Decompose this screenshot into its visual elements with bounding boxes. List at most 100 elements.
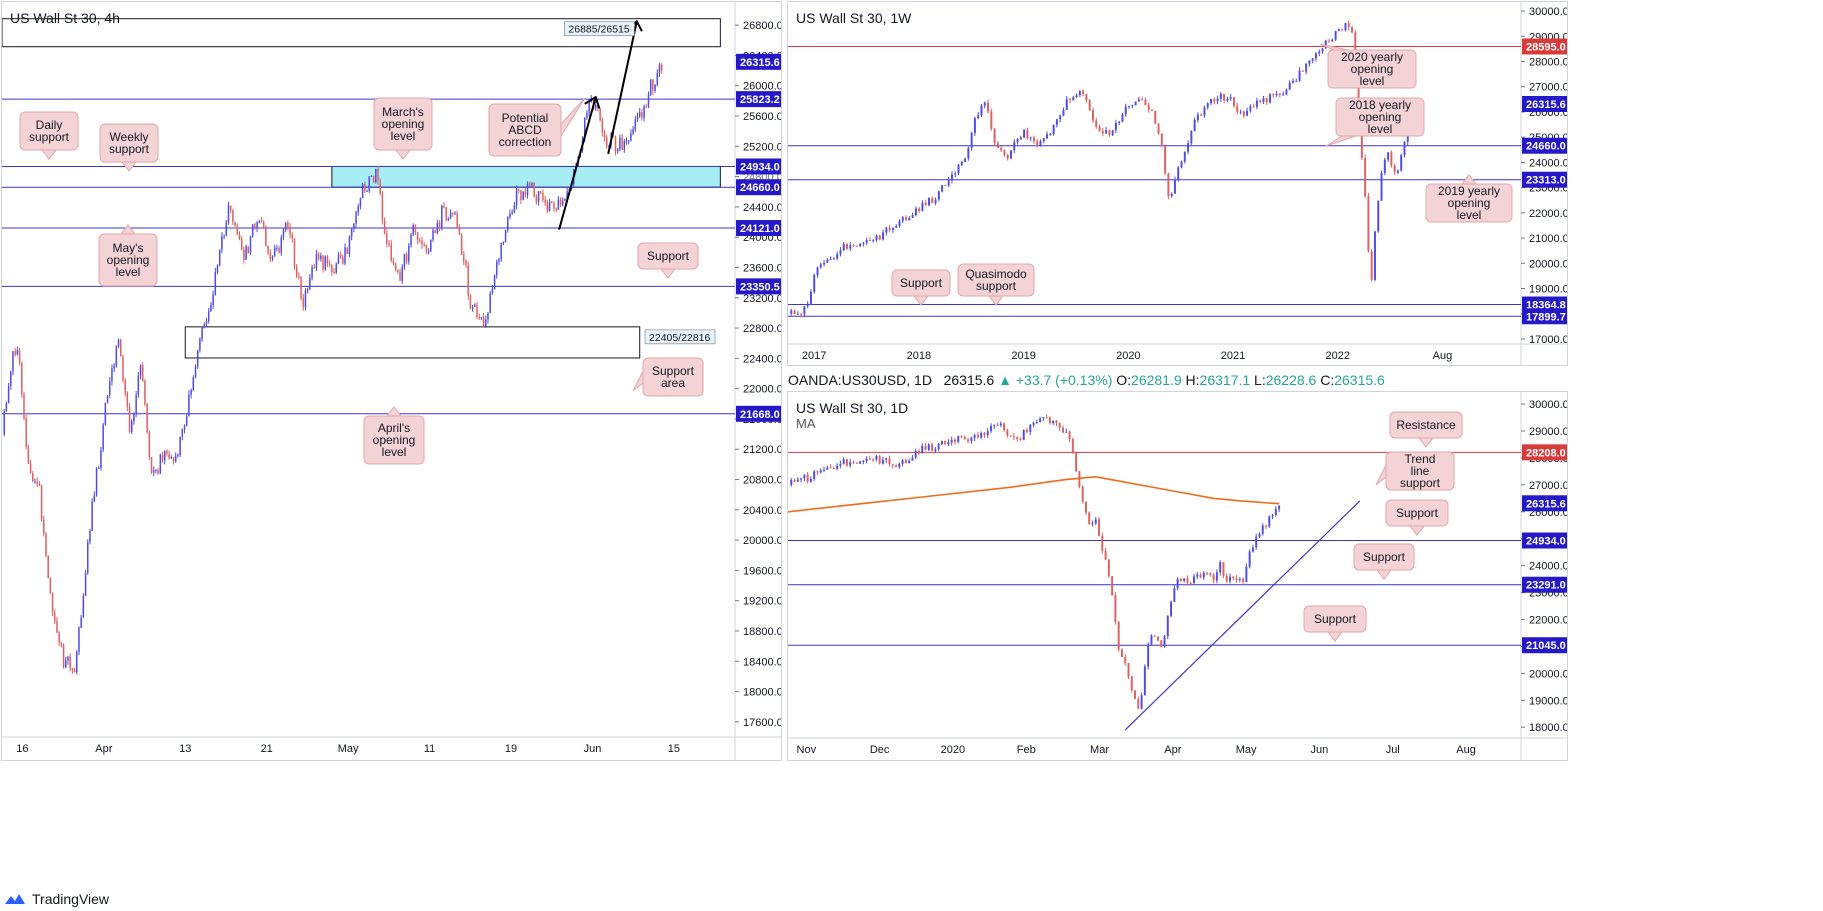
- candle-body: [842, 243, 845, 251]
- candle: [911, 212, 914, 218]
- candle: [408, 243, 410, 265]
- candle: [258, 219, 261, 224]
- tradingview-logo[interactable]: TradingView: [4, 891, 109, 907]
- candle-body: [526, 183, 529, 195]
- candle: [656, 69, 659, 87]
- candle-body: [1209, 572, 1212, 575]
- candle: [832, 466, 835, 470]
- candle: [846, 243, 849, 251]
- candle-body: [641, 112, 643, 118]
- candle-body: [216, 265, 219, 273]
- candle-body: [605, 137, 608, 147]
- candle-body: [1377, 200, 1380, 232]
- candle: [201, 327, 203, 342]
- candle-body: [471, 306, 474, 309]
- candle-body: [908, 217, 911, 221]
- candle: [1222, 562, 1225, 579]
- candle: [130, 419, 133, 435]
- candle: [1190, 130, 1193, 145]
- chart-4h-svg[interactable]: 17600.0 18000.0 18400.0 18800.0 19200.0 19600…: [2, 2, 782, 761]
- chart-panel-1d[interactable]: 18000.019000.020000.021000.022000.023000…: [787, 391, 1568, 761]
- change-value: ▲ +33.7 (+0.13%): [998, 372, 1113, 388]
- candle: [1143, 664, 1146, 696]
- candle-body: [1248, 551, 1251, 567]
- candle-body: [430, 239, 432, 252]
- candle-body: [996, 425, 999, 427]
- candle-body: [227, 205, 230, 222]
- close-value: 26315.6: [943, 372, 995, 388]
- candle-body: [100, 449, 102, 468]
- candle-body: [548, 201, 551, 212]
- candle-body: [207, 311, 210, 322]
- level-tag-4-bg: [736, 278, 781, 295]
- candle-body: [1069, 99, 1071, 101]
- candle-body: [911, 457, 914, 461]
- current-price-tag-bg: [1522, 495, 1567, 512]
- candle-body: [1124, 106, 1127, 115]
- chart-panel-1w[interactable]: 17000.018000.019000.020000.021000.022000…: [787, 1, 1568, 366]
- candle-body: [1403, 141, 1406, 155]
- candle: [1052, 124, 1055, 136]
- candle-body: [555, 208, 557, 210]
- candle: [1334, 30, 1337, 42]
- candle-body: [401, 266, 403, 281]
- candle-body: [921, 445, 924, 454]
- candle: [826, 465, 829, 470]
- candle: [888, 455, 891, 467]
- candle-body: [654, 84, 656, 91]
- x-tick-label: Aug: [1456, 744, 1476, 756]
- chart-panel-4h[interactable]: 17600.0 18000.0 18400.0 18800.0 19200.0 19600…: [1, 1, 782, 761]
- candle: [1173, 585, 1176, 603]
- candle: [921, 443, 924, 454]
- candle-body: [170, 457, 173, 459]
- candle: [152, 466, 155, 477]
- level-tag-1-text: 24660.0: [1526, 141, 1566, 153]
- candle-body: [1055, 119, 1058, 125]
- callout-1d-0: Resistance: [1389, 411, 1463, 448]
- candle-body: [623, 141, 626, 150]
- candle: [1170, 192, 1173, 198]
- callout-pointer: [1375, 569, 1393, 580]
- callout-text: April's: [378, 421, 410, 435]
- candle-body: [1029, 137, 1032, 139]
- candle: [1003, 149, 1006, 157]
- candle-body: [849, 245, 852, 249]
- candle: [842, 457, 845, 465]
- candle-body: [14, 351, 16, 355]
- candle-body: [141, 365, 144, 382]
- candle: [1390, 150, 1393, 168]
- y-tick-label: 20000.0: [1529, 668, 1568, 680]
- candle: [1238, 577, 1241, 583]
- candle-body: [967, 439, 970, 442]
- candle-body: [509, 213, 511, 218]
- y-tick-label: 18800.0: [743, 626, 782, 638]
- candle: [1255, 97, 1258, 110]
- candle: [346, 247, 348, 255]
- candle: [1029, 424, 1032, 436]
- candle-body: [1193, 119, 1196, 132]
- level-tag-0: 25823.2: [736, 91, 781, 108]
- chart-1w-svg[interactable]: 17000.018000.019000.020000.021000.022000…: [788, 2, 1568, 366]
- candle-body: [166, 451, 168, 454]
- candle: [1042, 138, 1045, 144]
- candle-body: [1039, 418, 1042, 422]
- chart-1d-svg[interactable]: 18000.019000.020000.021000.022000.023000…: [788, 392, 1568, 761]
- candle: [71, 667, 74, 674]
- y-tick-label: 19000.0: [1529, 284, 1568, 296]
- candle-body: [865, 240, 868, 243]
- candle: [859, 460, 862, 464]
- candle-body: [280, 237, 283, 253]
- candle-body: [531, 182, 533, 186]
- candle-body: [1045, 417, 1048, 419]
- candle-body: [353, 223, 355, 230]
- candle-body: [113, 365, 115, 369]
- candle-body: [463, 254, 465, 262]
- candle-body: [194, 366, 197, 378]
- y-tick-label: 18400.0: [743, 656, 782, 668]
- candle: [262, 220, 265, 230]
- candle: [937, 190, 940, 202]
- callout-pointer: [560, 97, 586, 138]
- candle-body: [335, 263, 337, 273]
- candle: [1069, 97, 1071, 104]
